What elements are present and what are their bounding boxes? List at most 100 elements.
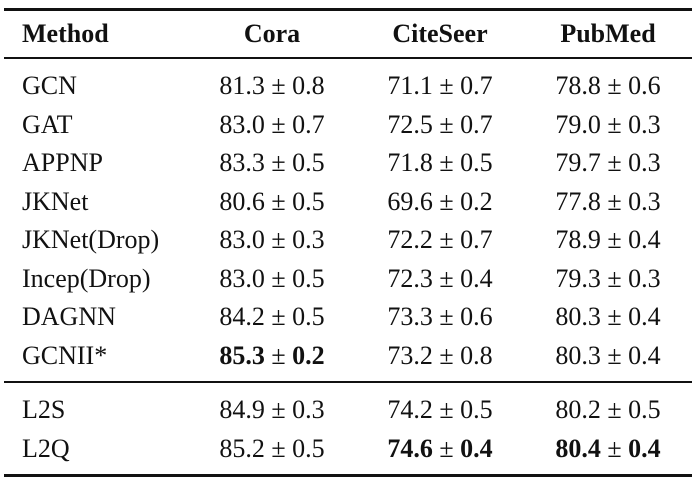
score-cell-pubmed: 78.8 ± 0.6 — [524, 58, 692, 106]
score-std: 0.7 — [460, 225, 493, 255]
header-method: Method — [22, 19, 109, 48]
plus-minus-sign: ± — [607, 148, 622, 178]
table-row: APPNP 83.3 ± 0.5 71.8 ± 0.5 79.7 ± 0.3 — [4, 144, 692, 183]
score-std: 0.2 — [460, 186, 493, 216]
plus-minus-sign: ± — [271, 263, 286, 293]
score-cell-cora: 85.2 ± 0.5 — [188, 430, 356, 476]
plus-minus-sign: ± — [439, 225, 454, 255]
score-mean: 83.0 — [219, 225, 265, 255]
score-cell-cora: 85.3 ± 0.2 — [188, 337, 356, 383]
score-mean: 78.8 — [555, 71, 601, 101]
score-mean: 83.3 — [219, 148, 265, 178]
table-row: GCNII* 85.3 ± 0.2 73.2 ± 0.8 80.3 ± 0.4 — [4, 337, 692, 383]
method-name: DAGNN — [22, 302, 116, 332]
plus-minus-sign: ± — [271, 109, 286, 139]
score-std: 0.5 — [292, 148, 325, 178]
table-row: JKNet 80.6 ± 0.5 69.6 ± 0.2 77.8 ± 0.3 — [4, 183, 692, 222]
method-name: JKNet — [22, 186, 89, 216]
method-name: L2S — [22, 395, 66, 425]
method-name: Incep(Drop) — [22, 263, 151, 293]
score-std: 0.8 — [292, 71, 325, 101]
score-cell-pubmed: 79.0 ± 0.3 — [524, 106, 692, 145]
plus-minus-sign: ± — [271, 433, 286, 463]
score-mean: 79.7 — [555, 148, 601, 178]
score-mean: 73.2 — [387, 340, 433, 370]
score-mean: 79.3 — [555, 263, 601, 293]
results-table-figure: Method Cora CiteSeer PubMed GCN 81.3 ± 0.… — [4, 9, 692, 476]
score-cell-cora: 83.0 ± 0.7 — [188, 106, 356, 145]
score-std: 0.4 — [628, 225, 661, 255]
plus-minus-sign: ± — [271, 71, 286, 101]
score-cell-citeseer: 73.2 ± 0.8 — [356, 337, 524, 383]
table-row: L2Q 85.2 ± 0.5 74.6 ± 0.4 80.4 ± 0.4 — [4, 430, 692, 476]
score-std: 0.5 — [292, 433, 325, 463]
score-mean: 74.6 — [387, 433, 433, 463]
score-cell-pubmed: 79.3 ± 0.3 — [524, 260, 692, 299]
score-mean: 77.8 — [555, 186, 601, 216]
plus-minus-sign: ± — [271, 302, 286, 332]
plus-minus-sign: ± — [607, 340, 622, 370]
score-mean: 69.6 — [387, 186, 433, 216]
score-cell-pubmed: 80.3 ± 0.4 — [524, 298, 692, 337]
plus-minus-sign: ± — [271, 225, 286, 255]
score-std: 0.4 — [628, 302, 661, 332]
header-row: Method Cora CiteSeer PubMed — [4, 9, 692, 58]
plus-minus-sign: ± — [439, 302, 454, 332]
score-cell-citeseer: 74.6 ± 0.4 — [356, 430, 524, 476]
plus-minus-sign: ± — [607, 433, 622, 463]
score-std: 0.5 — [292, 186, 325, 216]
plus-minus-sign: ± — [607, 109, 622, 139]
score-cell-pubmed: 80.4 ± 0.4 — [524, 430, 692, 476]
table-row: JKNet(Drop) 83.0 ± 0.3 72.2 ± 0.7 78.9 ± 0.… — [4, 221, 692, 260]
header-citeseer: CiteSeer — [392, 19, 488, 48]
plus-minus-sign: ± — [607, 186, 622, 216]
score-std: 0.4 — [628, 340, 661, 370]
score-cell-citeseer: 71.1 ± 0.7 — [356, 58, 524, 106]
score-std: 0.3 — [292, 395, 325, 425]
method-name: APPNP — [22, 148, 103, 178]
plus-minus-sign: ± — [607, 225, 622, 255]
plus-minus-sign: ± — [271, 148, 286, 178]
baseline-methods-group: GCN 81.3 ± 0.8 71.1 ± 0.7 78.8 ± 0.6 GAT 83.0… — [4, 58, 692, 382]
score-cell-cora: 83.0 ± 0.3 — [188, 221, 356, 260]
plus-minus-sign: ± — [439, 71, 454, 101]
table-row: DAGNN 84.2 ± 0.5 73.3 ± 0.6 80.3 ± 0.4 — [4, 298, 692, 337]
score-cell-citeseer: 72.2 ± 0.7 — [356, 221, 524, 260]
plus-minus-sign: ± — [439, 109, 454, 139]
score-std: 0.3 — [628, 263, 661, 293]
score-std: 0.7 — [292, 109, 325, 139]
plus-minus-sign: ± — [607, 71, 622, 101]
score-std: 0.5 — [460, 148, 493, 178]
score-mean: 81.3 — [219, 71, 265, 101]
score-mean: 80.3 — [555, 302, 601, 332]
plus-minus-sign: ± — [439, 433, 454, 463]
score-mean: 80.2 — [555, 395, 601, 425]
score-cell-pubmed: 80.3 ± 0.4 — [524, 337, 692, 383]
plus-minus-sign: ± — [271, 340, 286, 370]
score-mean: 84.9 — [219, 395, 265, 425]
plus-minus-sign: ± — [271, 395, 286, 425]
score-cell-cora: 84.2 ± 0.5 — [188, 298, 356, 337]
score-mean: 72.3 — [387, 263, 433, 293]
score-std: 0.6 — [628, 71, 661, 101]
method-name: JKNet(Drop) — [22, 225, 160, 255]
score-mean: 80.4 — [555, 433, 601, 463]
plus-minus-sign: ± — [439, 395, 454, 425]
plus-minus-sign: ± — [607, 395, 622, 425]
score-mean: 71.1 — [387, 71, 433, 101]
score-std: 0.3 — [292, 225, 325, 255]
score-cell-pubmed: 77.8 ± 0.3 — [524, 183, 692, 222]
table-row: Incep(Drop) 83.0 ± 0.5 72.3 ± 0.4 79.3 ± 0.… — [4, 260, 692, 299]
score-cell-citeseer: 69.6 ± 0.2 — [356, 183, 524, 222]
score-mean: 78.9 — [555, 225, 601, 255]
score-std: 0.3 — [628, 148, 661, 178]
score-cell-citeseer: 73.3 ± 0.6 — [356, 298, 524, 337]
score-std: 0.4 — [460, 263, 493, 293]
score-mean: 79.0 — [555, 109, 601, 139]
plus-minus-sign: ± — [439, 148, 454, 178]
score-std: 0.5 — [292, 263, 325, 293]
method-name: GCN — [22, 71, 77, 101]
score-mean: 72.2 — [387, 225, 433, 255]
score-mean: 83.0 — [219, 109, 265, 139]
plus-minus-sign: ± — [607, 302, 622, 332]
